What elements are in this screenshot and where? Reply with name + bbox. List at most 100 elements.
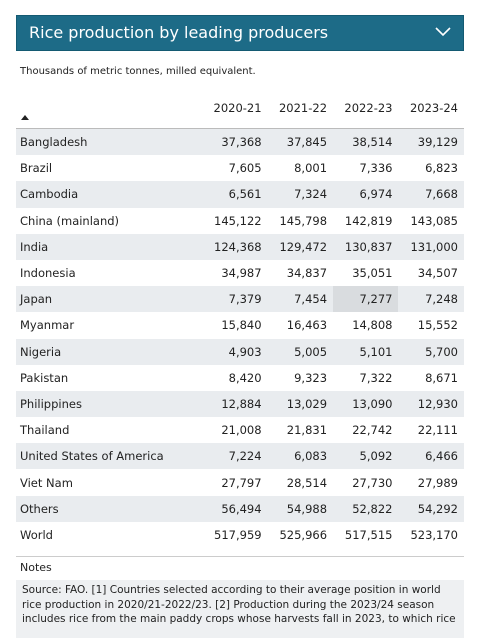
header-row: 2020-21 2021-22 2022-23 2023-24	[16, 88, 464, 129]
cell: 38,514	[333, 128, 399, 156]
cell: 34,987	[221, 266, 262, 281]
cell: 39,129	[398, 128, 464, 156]
table-row: Myanmar 15,840 16,463 14,808 15,552	[16, 312, 464, 338]
cell: 6,561	[202, 181, 268, 208]
chevron-icon	[435, 27, 451, 37]
cell: 5,005	[267, 338, 334, 365]
row-label: Thailand	[20, 423, 70, 438]
row-label: India	[16, 233, 203, 260]
cell: 4,903	[202, 338, 268, 365]
cell: 129,472	[267, 233, 334, 260]
row-label: United States of America	[16, 443, 203, 470]
cell: 7,324	[267, 181, 334, 208]
cell: 145,122	[214, 213, 262, 228]
cell: 145,798	[279, 213, 328, 228]
cell: 35,051	[352, 266, 393, 281]
column-header[interactable]: 2023-24	[398, 88, 464, 129]
cell: 7,379	[202, 286, 268, 313]
cell: 8,671	[425, 370, 458, 385]
cell: 124,368	[202, 233, 268, 260]
cell: 7,605	[228, 161, 262, 176]
cell: 12,884	[202, 390, 268, 418]
cell: 130,837	[333, 233, 399, 260]
row-label: Cambodia	[16, 181, 203, 208]
column-header[interactable]: 2021-22	[267, 88, 334, 129]
sort-arrow	[21, 114, 29, 120]
table-row: Nigeria 4,903 5,005 5,101 5,700	[16, 338, 464, 365]
row-label: Viet Nam	[20, 475, 73, 490]
table-row: Brazil 7,605 8,001 7,336 6,823	[16, 155, 464, 181]
cell: 16,463	[286, 318, 328, 333]
cell: 9,323	[294, 370, 328, 385]
table-row: Indonesia 34,987 34,837 35,051 34,507	[16, 260, 464, 286]
cell: 7,248	[398, 286, 464, 313]
row-label: Pakistan	[20, 370, 69, 385]
row-label: Japan	[16, 286, 203, 313]
cell: 143,085	[410, 213, 458, 228]
cell: 37,845	[267, 128, 334, 156]
table-row: Thailand 21,008 21,831 22,742 22,111	[16, 417, 464, 443]
table-row: Cambodia 6,561 7,324 6,974 7,668	[16, 181, 464, 208]
row-label: Indonesia	[20, 266, 76, 281]
row-label: Myanmar	[20, 318, 75, 333]
cell: 15,840	[221, 318, 262, 333]
dropdown-header[interactable]: Rice production by leading producers	[16, 15, 464, 51]
cell: 27,797	[221, 475, 262, 490]
cell: 517,959	[214, 527, 262, 542]
table-row: Others 56,494 54,988 52,822 54,292	[16, 495, 464, 522]
cell: 22,742	[352, 423, 393, 438]
table-row: Japan 7,379 7,454 7,277 7,248	[16, 286, 464, 313]
cell: 6,974	[333, 181, 399, 208]
row-label: Brazil	[20, 161, 53, 176]
cell: 6,466	[398, 443, 464, 470]
cell: 7,336	[359, 161, 393, 176]
notes-title: Notes	[16, 556, 464, 574]
cell: 525,966	[279, 527, 328, 542]
cell: 523,170	[410, 527, 458, 542]
cell: 21,008	[221, 423, 262, 438]
cell: 12,930	[398, 390, 464, 418]
cell: 27,989	[417, 475, 458, 490]
cell: 8,420	[228, 370, 262, 385]
data-table: 2020-21 2021-22 2022-23 2023-24 Bangladesh 3…	[16, 88, 464, 548]
cell: 34,507	[417, 266, 458, 281]
table-row: China (mainland) 145,122 145,798 142,819 143…	[16, 208, 464, 234]
cell: 131,000	[398, 233, 464, 260]
cell: 56,494	[202, 495, 268, 522]
cell: 7,277	[333, 286, 399, 313]
cell: 5,101	[333, 338, 399, 365]
row-label: Bangladesh	[16, 128, 203, 156]
cell: 8,001	[294, 161, 328, 176]
cell: 7,322	[359, 370, 393, 385]
sort-header[interactable]	[16, 88, 203, 129]
row-label: World	[20, 527, 53, 542]
cell: 13,090	[333, 390, 399, 418]
cell: 15,552	[417, 318, 458, 333]
source-note: Source: FAO. [1] Countries selected acco…	[16, 580, 464, 638]
cell: 5,700	[398, 338, 464, 365]
row-label: Nigeria	[16, 338, 203, 365]
cell: 37,368	[202, 128, 268, 156]
cell: 54,988	[267, 495, 334, 522]
table-row: World 517,959 525,966 517,515 523,170	[16, 522, 464, 548]
cell: 14,808	[352, 318, 393, 333]
row-label: Others	[16, 495, 203, 522]
cell: 13,029	[267, 390, 334, 418]
cell: 27,730	[352, 475, 393, 490]
cell: 517,515	[344, 527, 393, 542]
row-label: Philippines	[16, 390, 203, 418]
subtitle: Thousands of metric tonnes, milled equiv…	[20, 66, 256, 77]
cell: 7,668	[398, 181, 464, 208]
table-row: Viet Nam 27,797 28,514 27,730 27,989	[16, 469, 464, 495]
table-row: Pakistan 8,420 9,323 7,322 8,671	[16, 365, 464, 391]
column-header[interactable]: 2020-21	[202, 88, 268, 129]
cell: 54,292	[398, 495, 464, 522]
cell: 6,823	[425, 161, 458, 176]
column-header[interactable]: 2022-23	[333, 88, 399, 129]
cell: 28,514	[286, 475, 328, 490]
cell: 21,831	[286, 423, 328, 438]
cell: 5,092	[333, 443, 399, 470]
table-row: India 124,368 129,472 130,837 131,000	[16, 233, 464, 260]
title: Rice production by leading producers	[29, 23, 329, 42]
